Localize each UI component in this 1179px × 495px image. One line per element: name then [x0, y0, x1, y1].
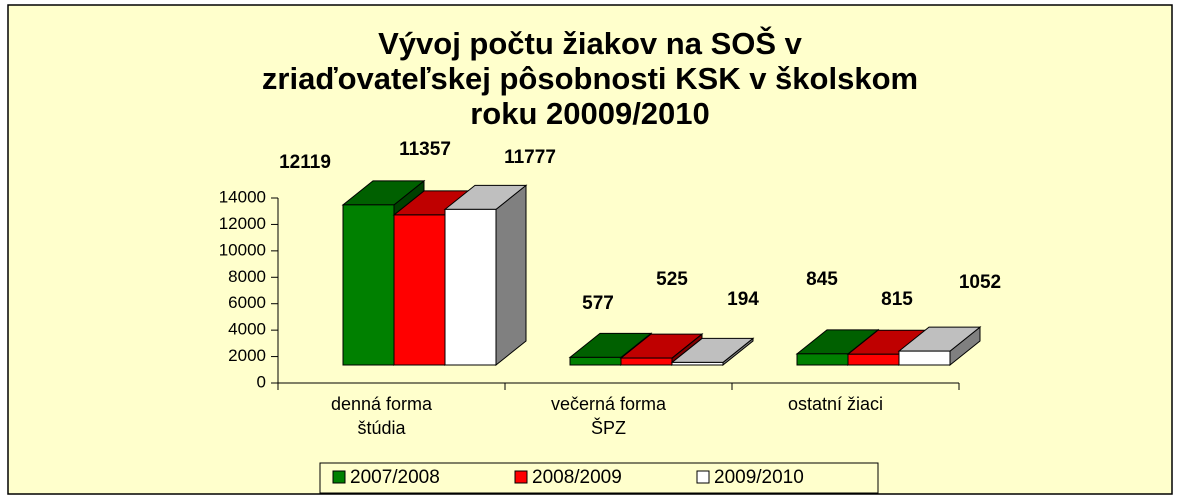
- data-label: 577: [582, 293, 614, 314]
- bar-front: [796, 353, 849, 366]
- y-tick-label: 4000: [228, 320, 266, 339]
- bar-front: [620, 357, 673, 366]
- legend-swatch: [514, 470, 528, 484]
- bar-front: [569, 356, 622, 366]
- y-tick-label: 6000: [228, 293, 266, 312]
- x-tick-label: štúdia: [357, 418, 406, 438]
- x-tick-label: ŠPZ: [591, 417, 626, 438]
- chart-title: Vývoj počtu žiakov na SOŠ v: [378, 25, 803, 61]
- data-label: 12119: [279, 152, 331, 173]
- legend-swatch: [696, 470, 710, 484]
- x-tick-label: večerná forma: [551, 394, 667, 414]
- x-tick-label: ostatní žiaci: [788, 394, 883, 414]
- y-tick-label: 8000: [228, 267, 266, 286]
- bar: [670, 337, 755, 367]
- legend-label: 2007/2008: [350, 467, 440, 488]
- bar-front: [898, 350, 951, 366]
- data-label: 11357: [399, 139, 451, 160]
- bar-front: [444, 208, 497, 366]
- legend-label: 2008/2009: [532, 467, 622, 488]
- bar-front: [671, 361, 724, 366]
- bar-side: [495, 184, 527, 367]
- data-label: 11777: [504, 147, 556, 168]
- y-tick-label: 14000: [219, 187, 266, 206]
- x-tick-label: denná forma: [331, 394, 433, 414]
- y-tick-label: 0: [257, 372, 266, 391]
- legend: [319, 462, 879, 494]
- data-label: 845: [806, 269, 838, 290]
- chart-title: zriaďovateľskej pôsobnosti KSK v školsko…: [262, 61, 918, 96]
- bar-front: [393, 214, 446, 366]
- y-tick-label: 10000: [219, 240, 266, 259]
- data-label: 815: [881, 289, 913, 310]
- chart-area: [7, 4, 1173, 495]
- bar: [897, 326, 982, 367]
- bar-front: [342, 204, 395, 366]
- bar: [443, 184, 528, 367]
- y-tick-label: 12000: [219, 214, 266, 233]
- y-tick-label: 2000: [228, 346, 266, 365]
- legend-swatch: [332, 470, 346, 484]
- legend-label: 2009/2010: [714, 467, 804, 488]
- chart-title: roku 20009/2010: [470, 96, 710, 131]
- data-label: 525: [656, 269, 688, 290]
- bar-front: [847, 353, 900, 366]
- data-label: 1052: [959, 272, 1001, 293]
- data-label: 194: [727, 289, 759, 310]
